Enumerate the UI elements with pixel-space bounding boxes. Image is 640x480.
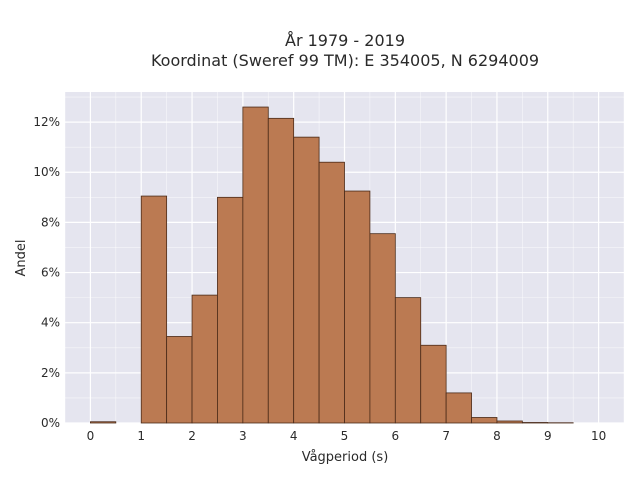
y-tick-label: 8%	[41, 215, 60, 229]
x-axis-ticks: 0 1 2 3 4 5 6 7 8 9 10	[87, 429, 607, 443]
y-tick-label: 0%	[41, 416, 60, 430]
histogram-bar	[140, 195, 168, 424]
histogram-bar	[420, 344, 447, 424]
y-tick-label: 6%	[41, 266, 60, 280]
histogram-bar	[521, 422, 549, 424]
x-tick-label: 6	[391, 429, 399, 443]
histogram-bar	[217, 196, 244, 424]
y-tick-label: 4%	[41, 316, 60, 330]
histogram-bar	[471, 417, 498, 424]
x-tick-label: 2	[188, 429, 196, 443]
histogram-bar	[293, 136, 320, 424]
chart-title-line2: Koordinat (Sweref 99 TM): E 354005, N 62…	[151, 51, 539, 70]
histogram-bar	[90, 421, 117, 424]
y-tick-label: 12%	[33, 115, 60, 129]
x-axis-label: Vågperiod (s)	[302, 450, 389, 465]
histogram-bar	[445, 392, 472, 424]
chart-title-line1: År 1979 - 2019	[285, 31, 405, 50]
y-axis-label: Andel	[14, 240, 29, 277]
histogram-bar	[318, 161, 345, 424]
histogram-bar	[166, 336, 193, 424]
x-tick-label: 5	[341, 429, 349, 443]
x-tick-label: 1	[137, 429, 145, 443]
histogram-bar	[242, 106, 269, 424]
histogram-bar	[394, 297, 422, 424]
x-tick-label: 0	[87, 429, 95, 443]
histogram-bar	[369, 233, 396, 424]
histogram-bar	[496, 420, 523, 424]
histogram-bar	[267, 117, 295, 424]
histogram-bar	[344, 190, 371, 424]
bars	[90, 106, 574, 424]
histogram-bar	[191, 294, 218, 424]
x-tick-label: 4	[290, 429, 298, 443]
y-tick-label: 10%	[33, 165, 60, 179]
x-tick-label: 7	[442, 429, 450, 443]
x-tick-label: 10	[591, 429, 606, 443]
x-tick-label: 9	[544, 429, 552, 443]
x-tick-label: 8	[493, 429, 501, 443]
y-tick-label: 2%	[41, 366, 60, 380]
y-axis-ticks: 0% 2% 4% 6% 8% 10% 12%	[33, 115, 60, 430]
x-tick-label: 3	[239, 429, 247, 443]
